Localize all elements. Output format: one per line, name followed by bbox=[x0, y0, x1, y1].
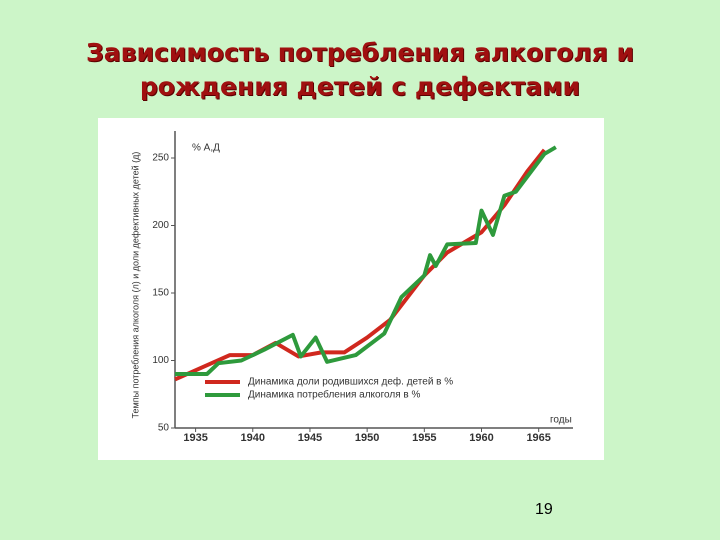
y-tick-label: 150 bbox=[152, 288, 169, 299]
data-line bbox=[175, 145, 557, 376]
slide-title: рождения детей с дефектами bbox=[139, 72, 581, 101]
y-unit-label: % А,Д bbox=[192, 143, 220, 154]
y-tick-label: 250 bbox=[152, 153, 169, 164]
x-tick-label: 1950 bbox=[355, 432, 379, 444]
x-axis-label: годы bbox=[550, 415, 572, 426]
x-tick-label: 1940 bbox=[241, 432, 265, 444]
y-tick-label: 100 bbox=[152, 355, 169, 366]
legend-label: Динамика доли родившихся деф. детей в % bbox=[248, 376, 453, 388]
x-tick-label: 1960 bbox=[469, 432, 493, 444]
chart-background bbox=[98, 118, 604, 460]
page-number: 19 bbox=[535, 501, 553, 518]
legend-label: Динамика потребления алкоголя в % bbox=[248, 389, 420, 401]
y-tick-label: 50 bbox=[158, 423, 170, 434]
x-tick-label: 1935 bbox=[183, 432, 207, 444]
y-tick-label: 200 bbox=[152, 220, 169, 231]
y-axis-label: Темпы потребления алкоголя (л) и доли де… bbox=[130, 152, 140, 419]
x-tick-label: 1945 bbox=[298, 432, 322, 444]
slide-title: Зависимость потребления алкоголя и bbox=[86, 38, 634, 67]
x-tick-label: 1955 bbox=[412, 432, 436, 444]
x-tick-label: 1965 bbox=[526, 432, 550, 444]
